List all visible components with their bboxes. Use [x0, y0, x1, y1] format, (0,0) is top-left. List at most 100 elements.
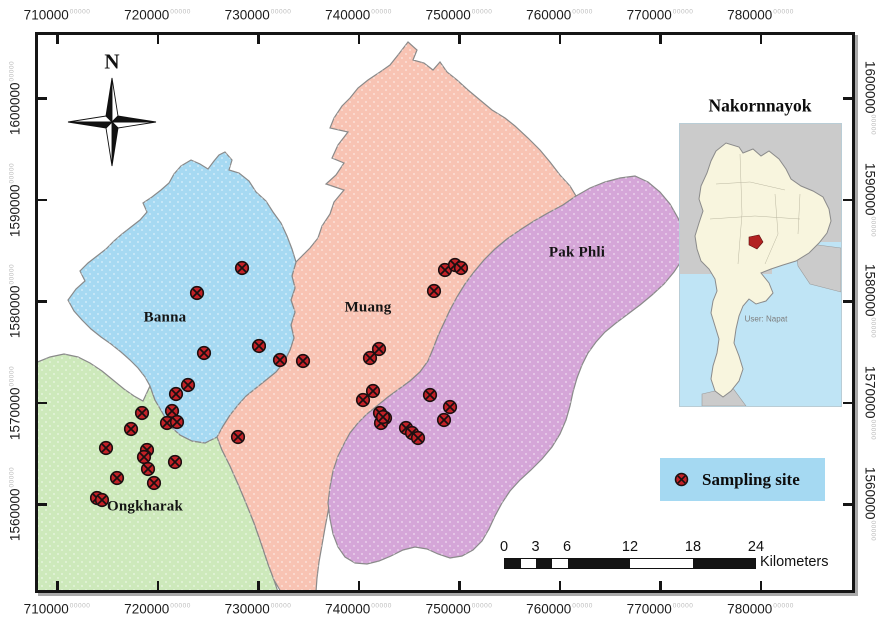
scale-bar-labels: 0 3 6 12 18 24 [500, 539, 764, 556]
axis-label: 78000000000 [727, 7, 794, 23]
sampling-site-marker [230, 429, 246, 445]
axis-label: 77000000000 [626, 7, 694, 23]
scale-bar-segment [536, 559, 552, 568]
axis-tick [38, 300, 47, 303]
sampling-site-marker [98, 440, 114, 456]
sampling-site-marker [134, 405, 150, 421]
axis-label: 75000000000 [425, 7, 493, 23]
nakornnayok-highlight [748, 234, 764, 250]
scale-bar-segments [504, 558, 756, 569]
thailand-map [680, 124, 842, 407]
sampling-site-legend-icon [674, 472, 689, 487]
sampling-site-marker [189, 285, 205, 301]
legend-label: Sampling site [702, 469, 800, 489]
axis-tick [257, 581, 260, 590]
axis-label: 159000000000 [862, 162, 878, 237]
sampling-site-marker [436, 412, 452, 428]
sampling-site-marker [365, 383, 381, 399]
sampling-site-marker [196, 345, 212, 361]
axis-tick [558, 35, 561, 44]
axis-tick [38, 97, 47, 100]
axis-tick [257, 35, 260, 44]
axis-tick [843, 401, 852, 404]
axis-tick [659, 35, 662, 44]
axis-tick [156, 581, 159, 590]
axis-tick [357, 35, 360, 44]
sampling-site-marker [167, 454, 183, 470]
sampling-site-marker [109, 470, 125, 486]
axis-label: 75000000000 [425, 601, 493, 617]
axis-tick [843, 300, 852, 303]
sampling-site-marker [422, 387, 438, 403]
sampling-site-marker [180, 377, 196, 393]
axis-label: 159000000000 [7, 162, 23, 237]
sampling-site-marker [375, 409, 391, 425]
scale-bar-tick-label: 6 [562, 539, 572, 555]
axis-label: 160000000000 [7, 60, 23, 136]
axis-label: 76000000000 [526, 601, 593, 617]
axis-label: 77000000000 [626, 601, 694, 617]
sampling-site-marker [453, 260, 469, 276]
scale-bar: 0 3 6 12 18 24 [500, 539, 764, 569]
axis-label: 74000000000 [325, 7, 392, 23]
inset-title: Nakornnayok [708, 95, 812, 116]
sampling-site-marker [295, 353, 311, 369]
scale-bar-segment [630, 559, 693, 568]
axis-tick [156, 35, 159, 44]
sampling-site-marker [123, 421, 139, 437]
axis-label: 158000000000 [7, 263, 23, 339]
district-label-ongkharak: Ongkharak [107, 498, 183, 515]
sampling-site-marker [355, 392, 371, 408]
axis-label: 74000000000 [325, 601, 392, 617]
sampling-site-marker [426, 283, 442, 299]
scale-bar-segment [551, 559, 568, 568]
axis-tick [458, 35, 461, 44]
scale-bar-segment [692, 559, 755, 568]
sampling-site-marker [442, 399, 458, 415]
district-label-pakphli: Pak Phli [548, 244, 606, 261]
scale-bar-segment [520, 559, 537, 568]
axis-label: 157000000000 [862, 365, 878, 440]
scale-bar-tick-label: 3 [531, 539, 540, 555]
districts-map [38, 41, 687, 590]
scale-bar-segment [567, 559, 630, 568]
axis-tick [458, 581, 461, 590]
axis-tick [558, 581, 561, 590]
axis-label: 158000000000 [862, 263, 878, 339]
axis-tick [843, 198, 852, 201]
axis-tick [38, 503, 47, 506]
sampling-site-marker [168, 386, 184, 402]
axis-tick [56, 35, 59, 44]
axis-label: 73000000000 [224, 7, 292, 23]
axis-tick [659, 581, 662, 590]
axis-tick [38, 401, 47, 404]
sampling-site-marker [251, 338, 267, 354]
sampling-site-marker [362, 350, 378, 366]
sampling-site-marker [136, 449, 152, 465]
compass-north-label: N [104, 49, 120, 74]
axis-label: 71000000000 [23, 601, 91, 617]
scale-bar-segment [505, 559, 521, 568]
scale-bar-tick-label: 0 [499, 539, 509, 555]
sampling-site-marker [146, 475, 162, 491]
inset-watermark: User: Napat [744, 314, 788, 324]
district-label-banna: Banna [143, 309, 187, 326]
axis-tick [843, 503, 852, 506]
axis-label: 73000000000 [224, 601, 292, 617]
sampling-site-marker [169, 414, 185, 430]
sampling-site-marker [140, 461, 156, 477]
thailand-outline [694, 142, 832, 398]
sampling-site-marker [234, 260, 250, 276]
legend: Sampling site [660, 458, 825, 501]
compass-rose-icon [67, 77, 157, 167]
axis-tick [759, 35, 762, 44]
axis-tick [357, 581, 360, 590]
sampling-site-marker [272, 352, 288, 368]
axis-tick [56, 581, 59, 590]
scale-bar-tick-label: 24 [747, 539, 765, 555]
axis-label: 72000000000 [124, 7, 191, 23]
axis-label: 71000000000 [23, 7, 91, 23]
axis-tick [759, 581, 762, 590]
district-label-muang: Muang [344, 299, 392, 316]
